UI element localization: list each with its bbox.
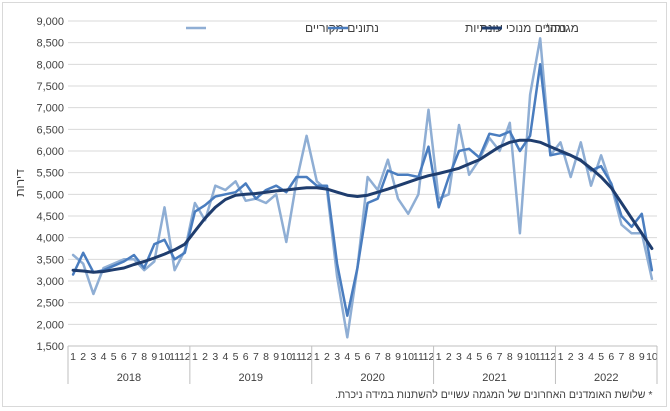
x-tick-label: 7 [131, 351, 137, 363]
x-tick-label: 7 [619, 351, 625, 363]
x-tick-label: 6 [487, 351, 493, 363]
x-tick-label: 4 [222, 351, 228, 363]
x-tick-label: 8 [263, 351, 269, 363]
footnote: * שלושת האומדנים האחרונים של המגמה עשויי… [335, 389, 653, 401]
y-tick-label: 5,000 [36, 189, 64, 201]
x-tick-label: 6 [608, 351, 614, 363]
x-tick-label: 8 [629, 351, 635, 363]
x-tick-label: 12 [179, 351, 191, 363]
year-label: 2020 [360, 372, 384, 384]
x-tick-label: 9 [273, 351, 279, 363]
x-tick-label: 5 [476, 351, 482, 363]
x-tick-label: 11 [535, 351, 546, 363]
x-tick-label: 11 [413, 351, 424, 363]
y-tick-label: 6,500 [36, 124, 64, 136]
x-tick-label: 2 [324, 351, 330, 363]
x-tick-label: 5 [355, 351, 361, 363]
x-tick-label: 9 [151, 351, 157, 363]
x-tick-label: 12 [423, 351, 435, 363]
x-tick-label: 1 [192, 351, 198, 363]
x-tick-label: 6 [365, 351, 371, 363]
x-tick-label: 12 [545, 351, 557, 363]
x-tick-label: 10 [402, 351, 414, 363]
x-tick-label: 7 [497, 351, 503, 363]
y-tick-label: 8,500 [36, 38, 64, 50]
x-tick-label: 5 [111, 351, 117, 363]
series-line [71, 37, 654, 339]
x-tick-label: 5 [233, 351, 239, 363]
y-tick-label: 8,000 [36, 59, 64, 71]
x-tick-label: 4 [466, 351, 472, 363]
x-tick-label: 1 [436, 351, 442, 363]
x-tick-label: 3 [90, 351, 96, 363]
x-tick-label: 10 [646, 351, 658, 363]
x-tick-label: 10 [524, 351, 536, 363]
y-axis-label: דירות [13, 169, 27, 197]
year-label: 2019 [239, 372, 263, 384]
y-tick-label: 3,000 [36, 276, 64, 288]
x-tick-label: 5 [598, 351, 604, 363]
x-tick-label: 4 [588, 351, 594, 363]
x-tick-label: 8 [141, 351, 147, 363]
gridlines [68, 20, 657, 347]
y-tick-label: 9,000 [36, 16, 64, 28]
y-axis-tick-labels: 1,500 2,000 2,500 3,000 3,500 4,000 4,500 5,000… [36, 16, 64, 353]
y-tick-label: 4,000 [36, 233, 64, 245]
x-tick-label: 11 [169, 351, 180, 363]
x-tick-label: 3 [456, 351, 462, 363]
x-tick-label: 4 [101, 351, 107, 363]
y-tick-label: 3,500 [36, 254, 64, 266]
x-tick-label: 1 [70, 351, 76, 363]
x-tick-label: 6 [243, 351, 249, 363]
x-tick-label: 6 [121, 351, 127, 363]
x-tick-label: 7 [375, 351, 381, 363]
y-tick-label: 2,000 [36, 319, 64, 331]
x-tick-label: 9 [639, 351, 645, 363]
x-tick-label: 10 [159, 351, 171, 363]
x-tick-label: 12 [301, 351, 313, 363]
x-tick-label: 1 [314, 351, 320, 363]
x-tick-label: 3 [212, 351, 218, 363]
x-tick-label: 3 [334, 351, 340, 363]
x-tick-label: 9 [395, 351, 401, 363]
x-tick-label: 2 [202, 351, 208, 363]
x-tick-label: 3 [578, 351, 584, 363]
x-tick-label: 4 [344, 351, 350, 363]
legend-label: מגמה* [545, 21, 579, 35]
y-tick-label: 4,500 [36, 211, 64, 223]
x-tick-label: 8 [507, 351, 513, 363]
y-tick-label: 5,500 [36, 168, 64, 180]
series-line [71, 138, 654, 274]
x-tick-label: 2 [446, 351, 452, 363]
y-tick-label: 7,500 [36, 81, 64, 93]
x-tick-label: 2 [568, 351, 574, 363]
x-tick-label: 9 [517, 351, 523, 363]
x-tick-label: 8 [385, 351, 391, 363]
year-label: 2021 [482, 372, 506, 384]
y-tick-label: 6,000 [36, 146, 64, 158]
series-lines [71, 37, 654, 339]
x-tick-label: 11 [291, 351, 302, 363]
x-tick-label: 10 [280, 351, 292, 363]
y-tick-label: 1,500 [36, 341, 64, 353]
x-tick-label: 2 [80, 351, 86, 363]
y-tick-label: 7,000 [36, 103, 64, 115]
series-line [71, 63, 654, 317]
y-tick-label: 2,500 [36, 298, 64, 310]
x-tick-label: 7 [253, 351, 259, 363]
year-label: 2022 [594, 372, 618, 384]
legend-label: נתונים מנוכי עונתיות [465, 21, 566, 35]
x-tick-label: 1 [558, 351, 564, 363]
year-label: 2018 [117, 372, 141, 384]
